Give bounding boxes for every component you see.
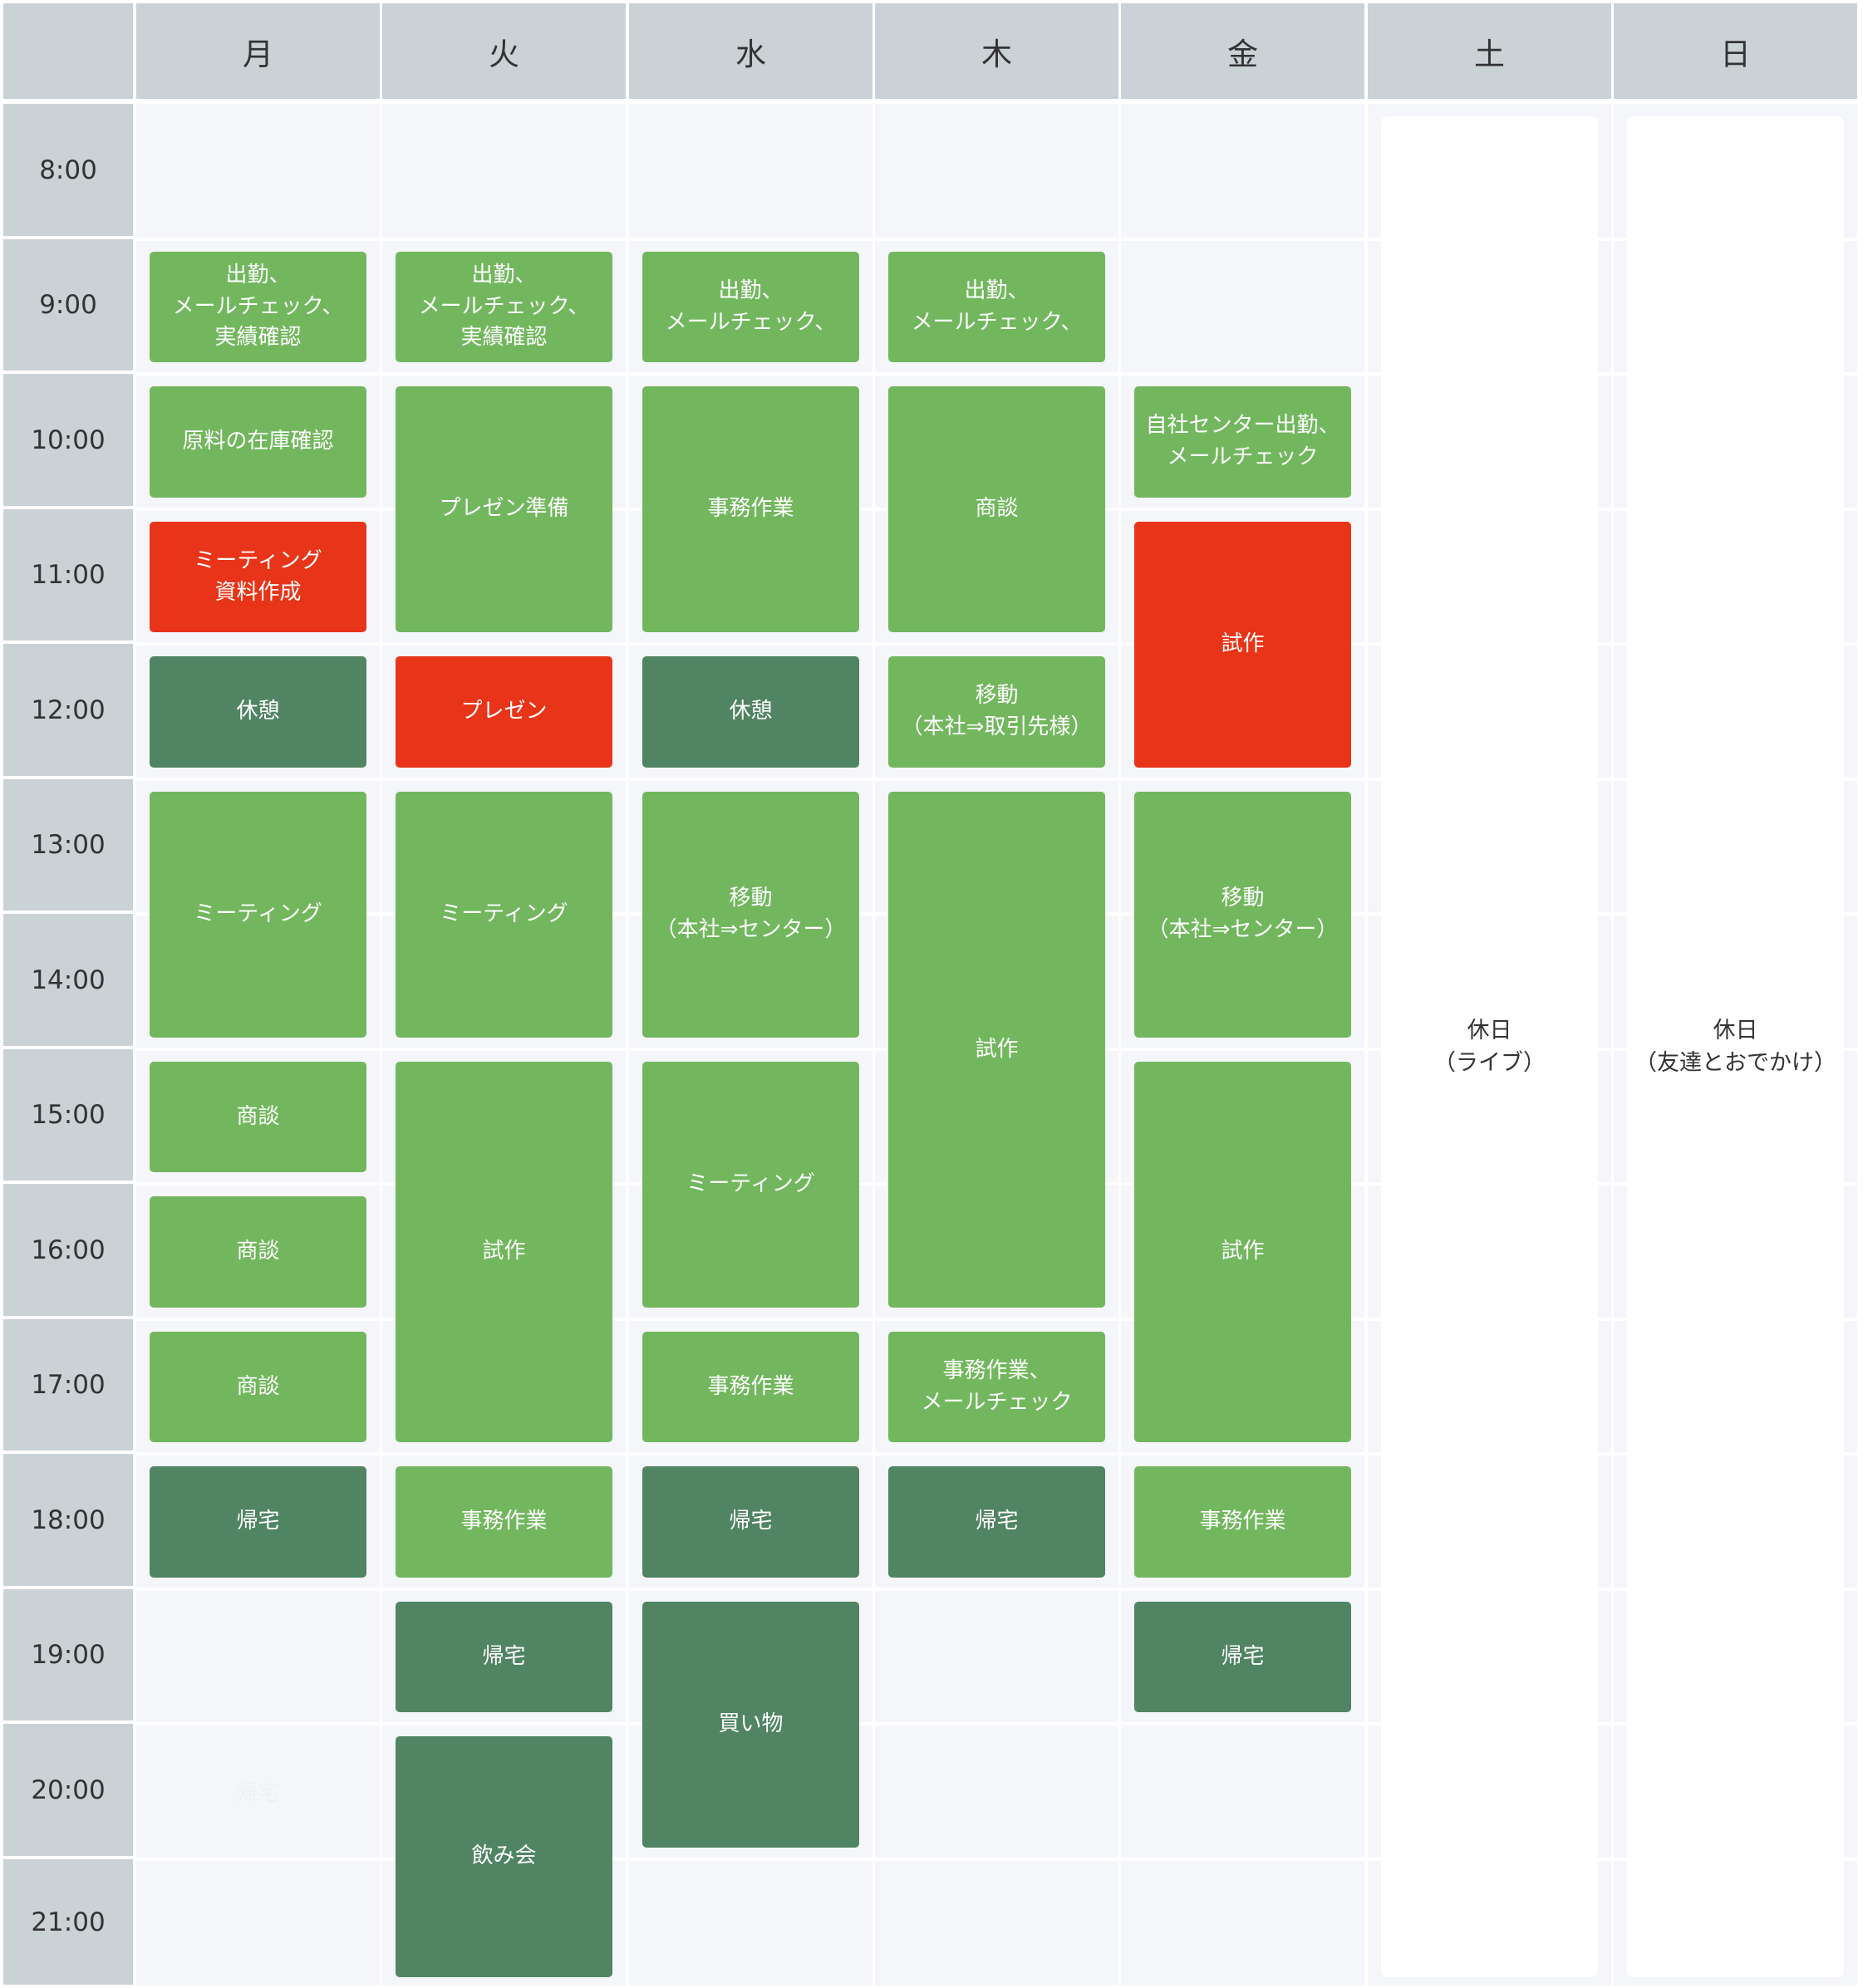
event-block[interactable]: 移動 （本社⇒取引先様）: [888, 656, 1105, 768]
time-label: 9:00: [3, 239, 133, 371]
row-divider: [136, 372, 1860, 376]
event-block[interactable]: 出勤、 メールチェック、 実績確認: [396, 252, 612, 362]
day-header: 月: [136, 3, 380, 99]
holiday-block[interactable]: 休日 （ライブ）: [1381, 116, 1598, 1977]
event-block[interactable]: 帰宅: [396, 1602, 612, 1712]
event-block[interactable]: ミーティング: [642, 1062, 859, 1308]
event-block[interactable]: 事務作業: [396, 1466, 612, 1578]
day-header: 日: [1614, 3, 1857, 99]
event-block[interactable]: 試作: [888, 792, 1105, 1308]
event-block[interactable]: プレゼン準備: [396, 386, 612, 632]
time-label: 17:00: [3, 1319, 133, 1451]
event-block[interactable]: 事務作業、 メールチェック: [888, 1332, 1105, 1442]
row-divider: [136, 1588, 1860, 1591]
event-block[interactable]: 出勤、 メールチェック、 実績確認: [150, 252, 366, 362]
event-block[interactable]: 移動 （本社⇒センター）: [642, 792, 859, 1038]
event-block[interactable]: 帰宅: [150, 1466, 366, 1578]
event-block[interactable]: 休憩: [642, 656, 859, 768]
event-block[interactable]: 飲み会: [396, 1736, 612, 1977]
row-divider: [136, 778, 1860, 781]
time-label: 14:00: [3, 914, 133, 1046]
day-header: 水: [629, 3, 873, 99]
event-block[interactable]: 商談: [150, 1196, 366, 1308]
time-label: 19:00: [3, 1589, 133, 1720]
row-divider: [136, 1318, 1860, 1321]
time-label: 10:00: [3, 374, 133, 506]
event-block[interactable]: 事務作業: [1134, 1466, 1351, 1578]
event-block[interactable]: 試作: [1134, 1062, 1351, 1442]
event-block[interactable]: 原料の在庫確認: [150, 386, 366, 498]
day-header: 火: [382, 3, 626, 99]
time-label: 20:00: [3, 1724, 133, 1856]
row-divider: [136, 1858, 1860, 1861]
faded-event-text: 帰宅: [236, 1781, 280, 1806]
row-divider: [136, 642, 1860, 645]
day-header: 金: [1121, 3, 1364, 99]
event-block[interactable]: 休憩: [150, 656, 366, 768]
event-block[interactable]: 商談: [888, 386, 1105, 632]
event-block[interactable]: 自社センター出勤、 メールチェック: [1134, 386, 1351, 498]
event-block[interactable]: 出勤、 メールチェック、: [888, 252, 1105, 362]
event-block[interactable]: 移動 （本社⇒センター）: [1134, 792, 1351, 1038]
event-block[interactable]: 商談: [150, 1062, 366, 1172]
time-label: 13:00: [3, 779, 133, 911]
event-block[interactable]: 試作: [1134, 522, 1351, 768]
row-divider: [136, 1452, 1860, 1455]
time-label: 8:00: [3, 104, 133, 236]
event-block[interactable]: 出勤、 メールチェック、: [642, 252, 859, 362]
time-label: 15:00: [3, 1049, 133, 1181]
event-block[interactable]: 帰宅: [888, 1466, 1105, 1578]
time-label: 18:00: [3, 1454, 133, 1586]
event-block[interactable]: 試作: [396, 1062, 612, 1442]
event-block[interactable]: プレゼン: [396, 656, 612, 768]
event-block[interactable]: 帰宅: [1134, 1602, 1351, 1712]
event-block[interactable]: ミーティング 資料作成: [150, 522, 366, 632]
event-block[interactable]: ミーティング: [150, 792, 366, 1038]
event-block[interactable]: 商談: [150, 1332, 366, 1442]
time-label: 11:00: [3, 509, 133, 641]
corner-header-cell: [3, 3, 133, 99]
event-block[interactable]: 買い物: [642, 1602, 859, 1848]
row-divider: [136, 238, 1860, 241]
event-block[interactable]: ミーティング: [396, 792, 612, 1038]
event-block[interactable]: 帰宅: [642, 1466, 859, 1578]
event-block[interactable]: 事務作業: [642, 386, 859, 632]
day-header: 土: [1368, 3, 1611, 99]
time-label: 16:00: [3, 1184, 133, 1316]
time-label: 21:00: [3, 1859, 133, 1985]
row-divider: [136, 1722, 1860, 1725]
day-header: 木: [875, 3, 1118, 99]
holiday-block[interactable]: 休日 （友達とおでかけ）: [1627, 116, 1844, 1977]
event-block[interactable]: 事務作業: [642, 1332, 859, 1442]
time-label: 12:00: [3, 644, 133, 776]
